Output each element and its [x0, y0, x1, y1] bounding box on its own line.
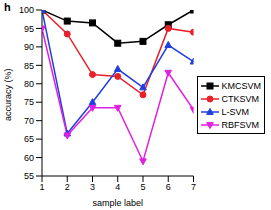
svg-text:65: 65: [24, 134, 34, 144]
svg-text:90: 90: [24, 42, 34, 52]
svg-text:7: 7: [191, 182, 196, 192]
html-text:RBFSVM: RBFSVM: [221, 119, 259, 130]
svg-text:100: 100: [19, 5, 34, 15]
html-text:L-SVM: L-SVM: [221, 106, 249, 117]
svg-text:2: 2: [65, 182, 70, 192]
svg-text:3: 3: [90, 182, 95, 192]
svg-text:75: 75: [24, 97, 34, 107]
svg-text:55: 55: [24, 171, 34, 181]
svg-text:80: 80: [24, 79, 34, 89]
svg-text:sample label: sample label: [92, 198, 143, 208]
html-text:KMCSVM: KMCSVM: [221, 80, 261, 91]
html-text:CTKSVM: CTKSVM: [221, 93, 259, 104]
svg-text:85: 85: [24, 61, 34, 71]
svg-text:70: 70: [24, 116, 34, 126]
svg-text:4: 4: [115, 182, 120, 192]
svg-text:5: 5: [140, 182, 145, 192]
html-text:h: h: [4, 1, 11, 13]
svg-text:6: 6: [166, 182, 171, 192]
svg-text:accuracy (%): accuracy (%): [8, 68, 13, 121]
svg-text:95: 95: [24, 24, 34, 34]
svg-text:1: 1: [39, 182, 44, 192]
svg-text:60: 60: [24, 153, 34, 163]
